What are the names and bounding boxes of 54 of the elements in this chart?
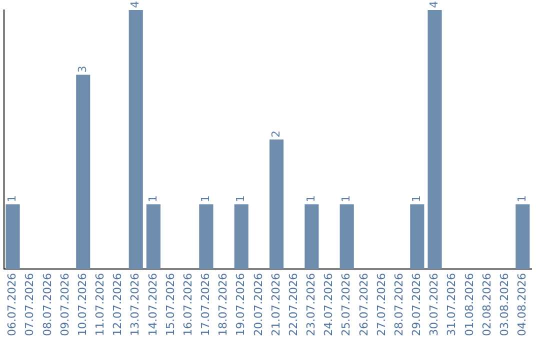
- x-tick-label: 19.07.2026: [234, 273, 248, 336]
- data-label: 1: [340, 195, 353, 202]
- x-tick-label: 13.07.2026: [128, 273, 142, 336]
- bar: [410, 204, 424, 270]
- x-tick-label: 22.07.2026: [286, 273, 300, 336]
- bar: [199, 204, 214, 270]
- data-label: 1: [516, 195, 529, 202]
- x-tick-label: 20.07.2026: [252, 273, 265, 336]
- bar: [76, 74, 90, 270]
- data-label: 1: [199, 195, 212, 202]
- bar: [146, 204, 160, 270]
- data-label: 1: [410, 195, 424, 202]
- x-tick-label: 04.08.2026: [516, 273, 529, 336]
- x-tick-label: 25.07.2026: [340, 273, 353, 336]
- bar: [269, 140, 284, 270]
- bar: [428, 10, 442, 270]
- x-tick-label: 16.07.2026: [181, 273, 194, 336]
- x-tick-label: 12.07.2026: [111, 273, 124, 336]
- bar: [234, 204, 248, 270]
- x-tick-label: 03.08.2026: [498, 273, 511, 336]
- x-tick-label: 10.07.2026: [76, 273, 89, 336]
- x-tick-label: 11.07.2026: [94, 273, 107, 336]
- data-label: 1: [146, 195, 160, 202]
- bar: [6, 204, 20, 270]
- x-tick-label: 27.07.2026: [374, 273, 388, 336]
- x-tick-label: 18.07.2026: [216, 273, 230, 336]
- data-label: 1: [304, 195, 318, 202]
- data-label: 1: [234, 195, 248, 202]
- x-tick-label: 07.07.2026: [23, 273, 36, 336]
- x-tick-label: 01.08.2026: [462, 273, 476, 336]
- bar: [304, 204, 319, 270]
- x-tick-label: 06.07.2026: [6, 273, 19, 336]
- x-tick-label: 23.07.2026: [304, 273, 318, 336]
- x-tick-label: 15.07.2026: [164, 273, 177, 336]
- bar: [516, 204, 530, 270]
- x-tick-label: 09.07.2026: [58, 273, 72, 336]
- x-tick-label: 24.07.2026: [322, 273, 336, 336]
- data-label: 2: [269, 130, 282, 138]
- bar: [128, 10, 143, 270]
- x-tick-label: 08.07.2026: [40, 273, 54, 336]
- data-label: 4: [128, 1, 142, 8]
- x-tick-label: 21.07.2026: [269, 273, 282, 336]
- data-label: 3: [76, 66, 89, 73]
- x-tick-label: 30.07.2026: [428, 273, 441, 336]
- x-tick-label: 17.07.2026: [199, 273, 212, 336]
- x-tick-label: 29.07.2026: [410, 273, 424, 336]
- x-tick-label: 31.07.2026: [445, 273, 458, 336]
- data-label: 1: [6, 195, 19, 202]
- data-label: 4: [428, 1, 441, 8]
- bar: [340, 204, 354, 270]
- x-tick-label: 14.07.2026: [146, 273, 160, 336]
- x-tick-label: 02.08.2026: [480, 273, 494, 336]
- x-tick-label: 26.07.2026: [357, 273, 370, 336]
- x-tick-label: 28.07.2026: [392, 273, 406, 336]
